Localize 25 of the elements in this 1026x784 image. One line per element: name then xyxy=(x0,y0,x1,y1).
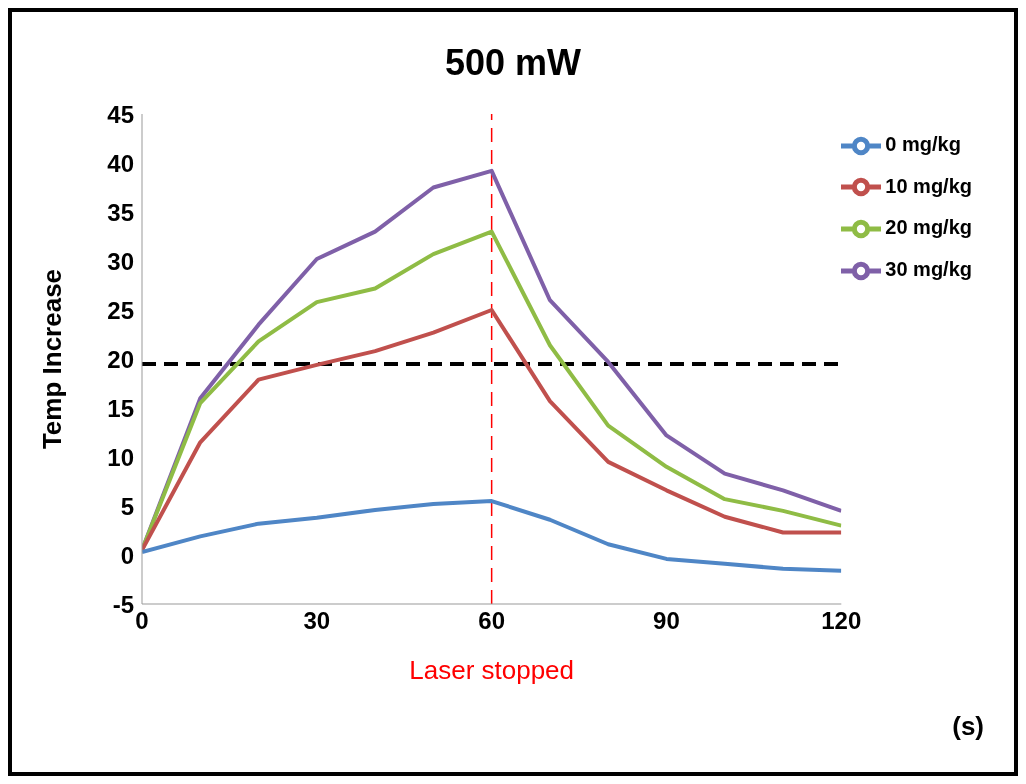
legend-label: 30 mg/kg xyxy=(885,258,972,281)
y-tick-label: -5 xyxy=(112,590,134,618)
legend-label: 10 mg/kg xyxy=(885,174,972,197)
legend-label: 0 mg/kg xyxy=(885,133,961,155)
chart-title: 500 mW xyxy=(443,42,583,84)
x-tick-label: 30 xyxy=(303,607,331,635)
y-tick-label: 30 xyxy=(107,247,134,275)
y-tick-label: 0 xyxy=(120,541,134,569)
y-tick-label: 45 xyxy=(107,100,134,128)
y-tick-label: 35 xyxy=(107,198,134,226)
legend-label: 20 mg/kg xyxy=(885,216,972,239)
y-tick-label: 25 xyxy=(107,296,134,324)
x-tick-label: 60 xyxy=(478,607,505,635)
line-series xyxy=(142,308,842,553)
ref-line-label: Laser stopped xyxy=(409,655,575,685)
x-tick-label: 120 xyxy=(821,607,862,635)
x-axis-title: (s) xyxy=(952,711,984,742)
y-tick-label: 5 xyxy=(120,492,134,520)
y-axis-title: Temp Increase xyxy=(37,268,68,450)
y-tick-label: 15 xyxy=(107,394,134,422)
line-series xyxy=(142,499,842,573)
x-tick-label: 90 xyxy=(653,607,680,635)
y-tick-label: 40 xyxy=(107,149,134,177)
y-tick-label: 10 xyxy=(107,443,134,471)
y-tick-label: 20 xyxy=(107,345,134,373)
